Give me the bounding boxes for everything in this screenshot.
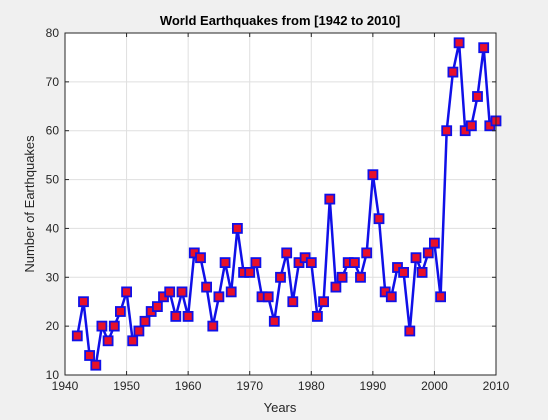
data-point [78, 296, 89, 308]
data-point [225, 286, 237, 298]
x-tick-label: 1980 [298, 379, 325, 393]
x-tick-label: 1990 [360, 379, 387, 393]
y-axis-title: Number of Earthquakes [22, 135, 37, 273]
data-point [195, 252, 206, 264]
y-tick-label: 10 [46, 368, 60, 382]
data-point [231, 222, 243, 234]
data-point [108, 320, 120, 332]
data-point [250, 257, 262, 269]
data-point [151, 301, 163, 313]
data-point [96, 320, 108, 332]
x-tick-label: 1960 [175, 379, 202, 393]
data-point [213, 291, 225, 303]
data-point [115, 306, 126, 317]
data-point [182, 310, 194, 322]
x-tick-label: 2000 [421, 379, 448, 393]
data-point [453, 37, 465, 49]
plot-area [65, 33, 496, 375]
x-tick-label: 2010 [483, 379, 510, 393]
data-point [416, 266, 428, 278]
data-point [348, 257, 360, 269]
data-point [133, 325, 145, 337]
data-point [275, 271, 286, 283]
y-tick-label: 80 [46, 26, 60, 40]
y-tick-label: 70 [46, 75, 60, 89]
x-tick-label: 1950 [113, 379, 140, 393]
data-point [441, 125, 453, 137]
y-tick-label: 20 [46, 319, 60, 333]
data-point [139, 315, 151, 327]
data-point [404, 325, 416, 337]
x-tick-label: 1970 [236, 379, 263, 393]
data-point [281, 247, 293, 259]
data-point [324, 193, 336, 205]
data-point [367, 169, 379, 181]
data-point [170, 310, 182, 322]
data-point [268, 315, 280, 327]
data-point [311, 310, 323, 322]
plot-border [64, 32, 497, 376]
data-point [398, 266, 410, 278]
data-point [361, 247, 373, 259]
data-point [121, 286, 132, 298]
data-point [176, 286, 188, 298]
data-point [472, 91, 483, 102]
data-point [422, 247, 434, 259]
y-tick-label: 40 [46, 221, 60, 235]
data-point [244, 266, 256, 278]
x-axis-title: Years [264, 400, 297, 415]
data-point [447, 66, 459, 78]
data-point [262, 291, 274, 303]
data-point [318, 296, 330, 308]
data-point [287, 296, 299, 308]
data-point [428, 237, 440, 249]
data-point [336, 271, 348, 283]
data-point [478, 42, 490, 54]
chart-title: World Earthquakes from [1942 to 2010] [160, 13, 400, 28]
data-point [90, 359, 102, 371]
data-point [435, 291, 447, 303]
y-tick-label: 30 [46, 270, 60, 284]
data-point [219, 257, 231, 269]
y-tick-label: 50 [46, 173, 60, 187]
data-point [201, 281, 213, 293]
data-point [71, 330, 83, 342]
x-tick-label: 1940 [52, 379, 79, 393]
data-point [164, 286, 176, 298]
data-point [355, 271, 366, 283]
data-point [207, 320, 219, 332]
series-markers [71, 37, 502, 371]
data-point [385, 291, 397, 303]
data-point [305, 257, 317, 269]
axis-ticks: 1940 1950 1960 1970 1980 1990 2000 201010203040… [46, 26, 510, 393]
data-point [410, 252, 422, 264]
data-point [465, 120, 477, 132]
data-point [373, 213, 385, 225]
data-point [84, 350, 95, 361]
data-point [102, 335, 114, 347]
y-tick-label: 60 [46, 124, 60, 138]
data-point [330, 281, 342, 293]
data-point [127, 335, 139, 347]
